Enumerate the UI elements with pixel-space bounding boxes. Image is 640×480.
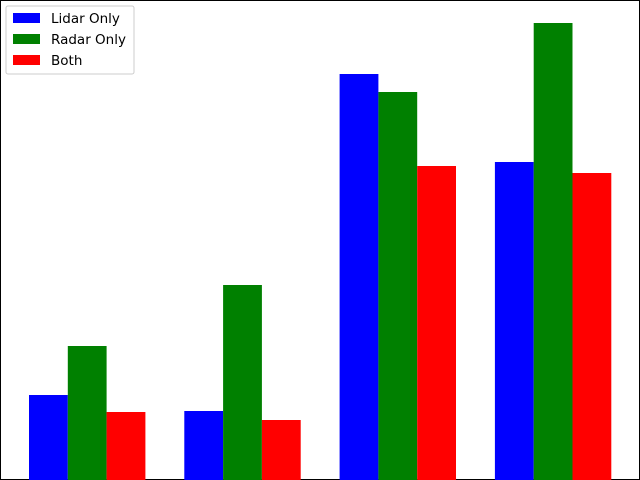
bar-both-3 [417, 166, 456, 480]
legend-label-lidar-only: Lidar Only [51, 11, 120, 27]
bar-lidar-only-4 [494, 162, 534, 480]
legend-item-radar-only: Radar Only [13, 32, 126, 48]
legend-item-lidar-only: Lidar Only [13, 11, 120, 27]
legend-swatch-both [13, 55, 40, 65]
legend-label-radar-only: Radar Only [51, 32, 126, 48]
bar-lidar-only-3 [339, 74, 379, 480]
legend-label-both: Both [51, 53, 82, 69]
bar-lidar-only-1 [29, 395, 68, 480]
bar-both-1 [106, 412, 146, 480]
bar-radar-only-4 [533, 23, 573, 480]
legend-item-both: Both [13, 53, 82, 69]
legend-swatch-lidar-only [13, 13, 40, 23]
legend: Lidar Only Radar Only Both [5, 5, 135, 75]
bar-radar-only-3 [378, 92, 418, 480]
bar-both-2 [261, 420, 301, 480]
bar-radar-only-1 [67, 346, 107, 480]
bar-both-4 [572, 173, 612, 480]
bar-radar-only-2 [223, 285, 262, 480]
legend-swatch-radar-only [13, 34, 40, 44]
bars-group [29, 23, 612, 480]
bar-lidar-only-2 [184, 411, 224, 480]
